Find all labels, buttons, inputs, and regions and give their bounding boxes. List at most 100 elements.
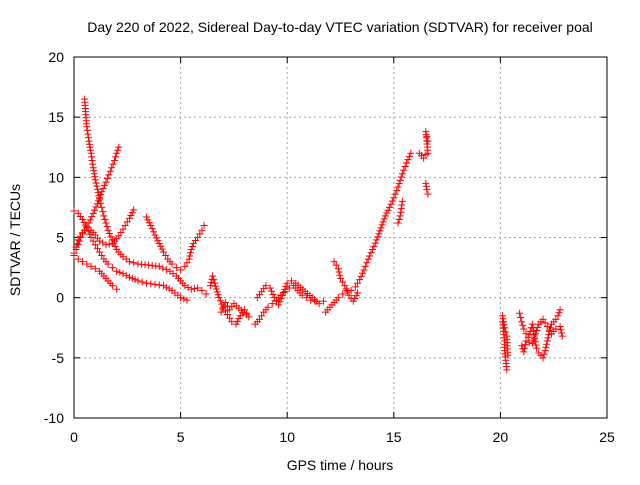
data-point — [394, 183, 402, 191]
data-point — [397, 208, 405, 216]
data-point — [531, 333, 539, 341]
data-point — [361, 262, 369, 270]
data-point — [258, 312, 266, 320]
data-point — [102, 219, 110, 227]
data-point — [552, 315, 560, 323]
data-point — [106, 167, 114, 175]
data-point — [113, 285, 121, 293]
data-point — [552, 325, 560, 333]
data-point — [177, 294, 185, 302]
x-tick-label: 5 — [177, 429, 185, 445]
data-point — [98, 188, 106, 196]
data-point — [347, 286, 355, 294]
data-point — [405, 152, 413, 160]
data-point — [138, 278, 146, 286]
data-point — [212, 285, 220, 293]
y-tick-label: 5 — [56, 230, 64, 246]
data-point — [367, 249, 375, 257]
data-point — [99, 239, 107, 247]
data-point — [93, 244, 101, 252]
data-point — [216, 297, 224, 305]
data-point — [500, 321, 508, 329]
data-point — [177, 266, 185, 274]
data-point — [87, 234, 95, 241]
data-point — [266, 284, 274, 292]
data-point — [398, 197, 406, 205]
y-tick-label: -5 — [52, 350, 65, 366]
data-point — [366, 252, 374, 260]
data-point — [394, 219, 402, 227]
data-point — [79, 258, 87, 266]
data-point — [89, 237, 97, 245]
data-point — [214, 291, 222, 299]
data-point — [221, 298, 229, 306]
data-point — [376, 227, 384, 235]
data-point — [93, 200, 101, 208]
data-point — [86, 216, 94, 224]
data-point — [83, 123, 91, 131]
data-point — [420, 154, 428, 162]
data-point — [519, 345, 527, 353]
data-point — [341, 282, 349, 290]
data-point — [557, 326, 565, 334]
data-point — [122, 271, 130, 279]
data-point — [540, 350, 548, 358]
data-point — [521, 341, 529, 349]
data-point — [99, 208, 107, 216]
data-point — [356, 276, 364, 284]
data-point — [423, 185, 431, 193]
data-point — [183, 259, 191, 267]
data-point — [155, 281, 163, 289]
data-point — [401, 163, 409, 171]
data-point — [398, 201, 406, 209]
data-point — [386, 203, 394, 211]
data-point — [155, 262, 163, 270]
data-point — [262, 282, 270, 290]
data-point — [354, 279, 362, 287]
data-point — [370, 242, 378, 250]
data-point — [278, 292, 286, 300]
data-point — [268, 300, 276, 308]
data-point — [398, 170, 406, 178]
data-point — [151, 280, 159, 288]
data-point — [532, 330, 540, 338]
data-point — [334, 265, 342, 273]
data-point — [181, 282, 189, 290]
data-point — [83, 260, 91, 268]
data-point — [533, 344, 541, 352]
data-point — [516, 309, 524, 317]
data-point — [525, 330, 533, 338]
data-point — [213, 288, 221, 296]
data-point — [198, 226, 206, 234]
data-point — [210, 276, 218, 284]
data-point — [339, 278, 347, 286]
data-point — [109, 160, 117, 168]
data-point — [85, 137, 93, 145]
data-point — [91, 241, 99, 249]
data-point — [91, 176, 99, 184]
data-point — [422, 179, 430, 187]
data-point — [335, 268, 343, 276]
data-point — [73, 240, 81, 248]
data-point — [114, 146, 122, 154]
y-tick-label: -10 — [44, 410, 64, 426]
data-point — [273, 297, 281, 305]
data-point — [521, 344, 529, 352]
chart-title: Day 220 of 2022, Sidereal Day-to-day VTE… — [87, 19, 593, 35]
data-point — [198, 286, 206, 294]
data-point — [360, 266, 368, 274]
data-point — [404, 156, 412, 164]
data-point — [373, 236, 381, 244]
data-point — [364, 255, 372, 263]
data-point — [90, 167, 98, 175]
data-point — [255, 315, 263, 323]
data-point — [281, 285, 289, 293]
data-point — [280, 289, 288, 297]
data-point — [554, 312, 562, 320]
data-point — [194, 234, 202, 241]
data-point — [217, 308, 225, 316]
data-point — [520, 325, 528, 333]
data-point — [106, 229, 114, 237]
data-point — [103, 223, 111, 231]
